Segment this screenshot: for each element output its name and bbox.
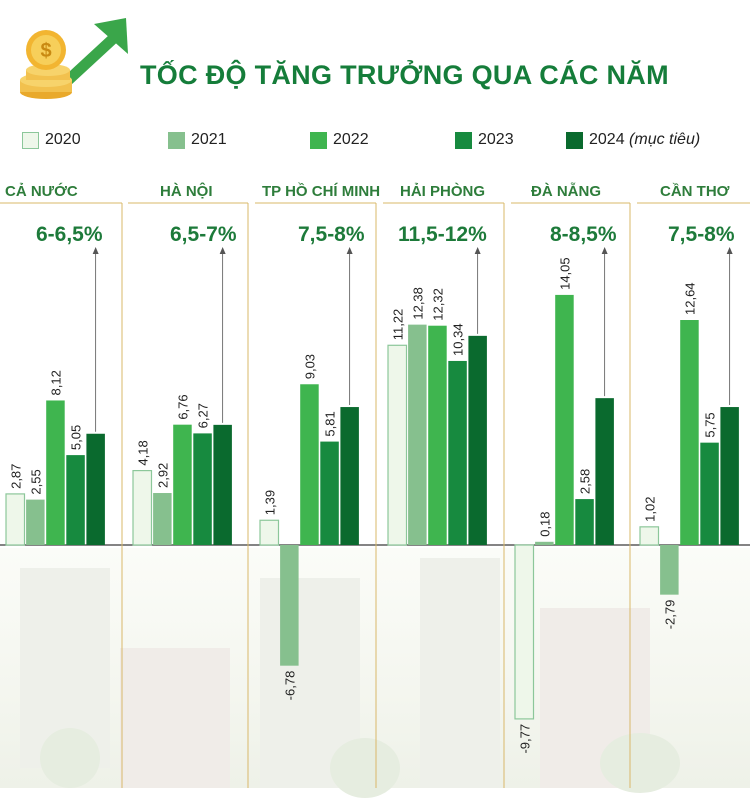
svg-text:$: $ [40, 40, 51, 62]
bar-5-3 [700, 442, 719, 545]
legend-item-2023: 2023 [455, 128, 514, 152]
region-name-ca-nuoc: CẢ NƯỚC [5, 183, 78, 200]
bar-1-1 [153, 493, 172, 545]
legend-swatch [310, 131, 327, 149]
data-label: -2,79 [662, 600, 677, 630]
legend-swatch [566, 131, 583, 149]
bar-1-3 [193, 433, 212, 545]
bar-3-4 [468, 335, 487, 545]
legend-item-2020: 2020 [22, 128, 81, 152]
bar-4-4 [595, 398, 614, 545]
bar-4-0 [514, 544, 535, 720]
bar-2-0 [259, 519, 280, 546]
data-label: 6,76 [175, 394, 190, 419]
bar-5-4 [720, 407, 739, 545]
bar-3-0 [387, 344, 408, 546]
target-arrow-head [219, 247, 226, 254]
legend-swatch [168, 131, 185, 149]
target-ha-noi: 6,5-7% [170, 223, 237, 246]
bar-2-1 [280, 545, 299, 666]
target-arrow-head [726, 247, 733, 254]
legend-label: 2024 (mục tiêu) [589, 131, 701, 148]
data-label: 11,22 [390, 309, 405, 341]
bar-5-0 [639, 526, 660, 546]
bar-3-2 [428, 325, 447, 545]
data-label: 0,18 [537, 511, 552, 536]
target-can-tho: 7,5-8% [668, 223, 735, 246]
bar-1-0 [132, 469, 153, 546]
region-name-hai-phong: HẢI PHÒNG [400, 183, 486, 200]
legend: 2020 2021 2022 2023 2024 (mục tiêu) [0, 128, 750, 152]
data-label: -6,78 [282, 671, 297, 701]
legend-swatch [455, 131, 472, 149]
bar-3-1 [408, 324, 427, 545]
target-arrow-head [92, 247, 99, 254]
target-arrow-head [601, 247, 608, 254]
bar-2-3 [320, 441, 339, 545]
data-label: 14,05 [557, 257, 572, 290]
target-arrow-head [346, 247, 353, 254]
legend-item-2021: 2021 [168, 128, 227, 152]
target-hai-phong: 11,5-12% [398, 223, 487, 246]
legend-item-2022: 2022 [310, 128, 369, 152]
legend-item-2024: 2024 (mục tiêu) [566, 128, 700, 152]
region-name-can-tho: CẦN THƠ [660, 183, 730, 200]
region-name-ha-noi: HÀ NỘI [160, 183, 213, 200]
legend-swatch [22, 131, 39, 149]
bar-4-1 [535, 541, 554, 545]
region-name-tp-hcm: TP HỒ CHÍ MINH [262, 183, 381, 200]
data-label: 12,38 [410, 287, 425, 320]
data-label: 5,05 [69, 425, 84, 450]
data-label: 12,32 [430, 288, 445, 321]
data-label: 2,58 [578, 469, 593, 494]
data-label: 4,18 [135, 440, 150, 465]
bar-0-1 [26, 499, 45, 545]
bar-5-1 [660, 545, 679, 595]
bar-3-3 [448, 360, 467, 545]
bar-2-4 [340, 407, 359, 545]
bar-2-2 [300, 384, 319, 545]
dollar-coins-arrow-icon: $ [16, 14, 136, 104]
data-label: 8,12 [48, 370, 63, 395]
bar-0-0 [5, 493, 26, 546]
data-label: 10,34 [451, 323, 466, 356]
data-label: 2,87 [8, 464, 23, 489]
region-name-da-nang: ĐÀ NẴNG [531, 183, 601, 200]
bar-4-3 [575, 499, 594, 545]
data-label: 2,55 [28, 469, 43, 494]
data-label: 5,81 [323, 411, 338, 436]
legend-label: 2020 [45, 131, 81, 148]
data-label: 6,27 [196, 403, 211, 428]
data-label: 9,03 [302, 354, 317, 379]
data-label: 5,75 [703, 412, 718, 437]
data-label: -9,77 [517, 724, 532, 754]
target-arrow-head [474, 247, 481, 254]
bar-5-2 [680, 320, 699, 545]
page-title: TỐC ĐỘ TĂNG TRƯỞNG QUA CÁC NĂM [140, 60, 669, 90]
data-label: 2,92 [155, 463, 170, 488]
legend-label: 2023 [478, 131, 514, 148]
data-label: 1,02 [642, 497, 657, 522]
target-ca-nuoc: 6-6,5% [36, 223, 103, 246]
legend-label: 2021 [191, 131, 227, 148]
bar-0-3 [66, 455, 85, 545]
legend-label: 2022 [333, 131, 369, 148]
target-tp-hcm: 7,5-8% [298, 223, 365, 246]
bar-1-4 [213, 424, 232, 545]
bar-1-2 [173, 424, 192, 545]
bar-0-2 [46, 400, 65, 545]
data-label: 1,39 [262, 490, 277, 515]
target-da-nang: 8-8,5% [550, 223, 617, 246]
bar-0-4 [86, 433, 105, 545]
data-label: 12,64 [682, 282, 697, 315]
bar-4-2 [555, 294, 574, 545]
